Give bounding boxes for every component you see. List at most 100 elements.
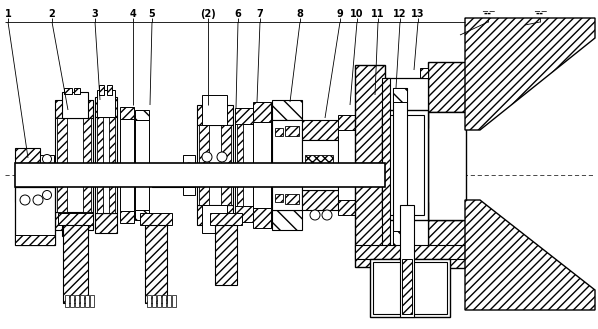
- Bar: [237, 124, 243, 206]
- Bar: [147, 295, 151, 307]
- Bar: [145, 225, 167, 303]
- Bar: [65, 295, 69, 307]
- Circle shape: [42, 190, 51, 199]
- Bar: [420, 68, 428, 78]
- Text: 11: 11: [371, 9, 385, 19]
- Bar: [197, 105, 233, 125]
- Bar: [75, 295, 79, 307]
- Bar: [382, 78, 390, 252]
- Bar: [302, 190, 338, 210]
- Bar: [428, 62, 466, 112]
- Bar: [302, 140, 338, 190]
- Bar: [199, 125, 209, 205]
- Bar: [428, 112, 466, 220]
- Bar: [197, 205, 233, 225]
- Bar: [62, 92, 88, 118]
- Text: ─ ─: ─ ─: [481, 7, 495, 16]
- Bar: [135, 210, 149, 220]
- Bar: [40, 155, 54, 163]
- Bar: [393, 88, 407, 243]
- Bar: [90, 295, 94, 307]
- Text: 1: 1: [5, 9, 11, 19]
- Bar: [202, 95, 227, 125]
- Bar: [338, 200, 356, 215]
- Bar: [285, 194, 299, 204]
- Bar: [95, 117, 117, 213]
- Polygon shape: [465, 18, 595, 130]
- Bar: [393, 231, 407, 245]
- Bar: [15, 187, 40, 202]
- Text: 9: 9: [337, 9, 343, 19]
- Bar: [355, 245, 465, 259]
- Bar: [373, 262, 447, 314]
- Circle shape: [33, 195, 43, 205]
- Bar: [57, 118, 67, 212]
- Bar: [272, 120, 302, 210]
- Bar: [400, 205, 414, 317]
- Bar: [63, 225, 88, 303]
- Bar: [162, 295, 166, 307]
- Text: 2: 2: [48, 9, 56, 19]
- Bar: [97, 90, 115, 117]
- Bar: [120, 211, 134, 223]
- Bar: [275, 128, 283, 136]
- Text: --: --: [484, 9, 492, 19]
- Bar: [120, 119, 134, 211]
- Bar: [62, 214, 88, 236]
- Bar: [107, 85, 112, 95]
- Bar: [210, 213, 242, 225]
- Bar: [338, 115, 356, 130]
- Bar: [157, 295, 161, 307]
- Bar: [235, 206, 253, 222]
- Bar: [140, 213, 172, 225]
- Text: 7: 7: [257, 9, 263, 19]
- Text: 13: 13: [411, 9, 425, 19]
- Bar: [386, 115, 424, 215]
- Bar: [15, 163, 385, 187]
- Circle shape: [20, 195, 30, 205]
- Text: (2): (2): [200, 9, 216, 19]
- Text: 3: 3: [91, 9, 99, 19]
- Bar: [272, 210, 302, 230]
- Bar: [64, 88, 72, 94]
- Text: 12: 12: [393, 9, 407, 19]
- Circle shape: [42, 179, 51, 188]
- Bar: [275, 194, 283, 202]
- Bar: [95, 97, 117, 117]
- Bar: [355, 167, 385, 267]
- Bar: [183, 187, 195, 195]
- Bar: [135, 120, 149, 210]
- Bar: [70, 295, 74, 307]
- Circle shape: [217, 168, 227, 178]
- Bar: [355, 65, 385, 163]
- Bar: [83, 118, 91, 212]
- Bar: [221, 125, 231, 205]
- Bar: [120, 107, 134, 119]
- Text: 8: 8: [297, 9, 303, 19]
- Bar: [99, 85, 104, 95]
- Text: 6: 6: [234, 9, 242, 19]
- Circle shape: [217, 152, 227, 162]
- Circle shape: [185, 163, 193, 171]
- Circle shape: [42, 155, 51, 164]
- Bar: [253, 122, 271, 208]
- Circle shape: [310, 210, 320, 220]
- Bar: [40, 163, 48, 187]
- Polygon shape: [465, 200, 595, 310]
- Bar: [385, 202, 428, 252]
- Bar: [15, 163, 40, 187]
- Bar: [55, 100, 93, 118]
- Circle shape: [185, 177, 193, 185]
- Circle shape: [202, 152, 212, 162]
- Bar: [15, 148, 40, 163]
- Bar: [15, 187, 55, 245]
- Bar: [402, 259, 412, 314]
- Bar: [253, 208, 271, 228]
- Bar: [74, 88, 80, 94]
- Bar: [285, 126, 299, 136]
- Circle shape: [202, 168, 212, 178]
- Bar: [152, 163, 195, 187]
- Bar: [197, 125, 233, 205]
- Bar: [382, 110, 428, 220]
- Bar: [58, 213, 93, 225]
